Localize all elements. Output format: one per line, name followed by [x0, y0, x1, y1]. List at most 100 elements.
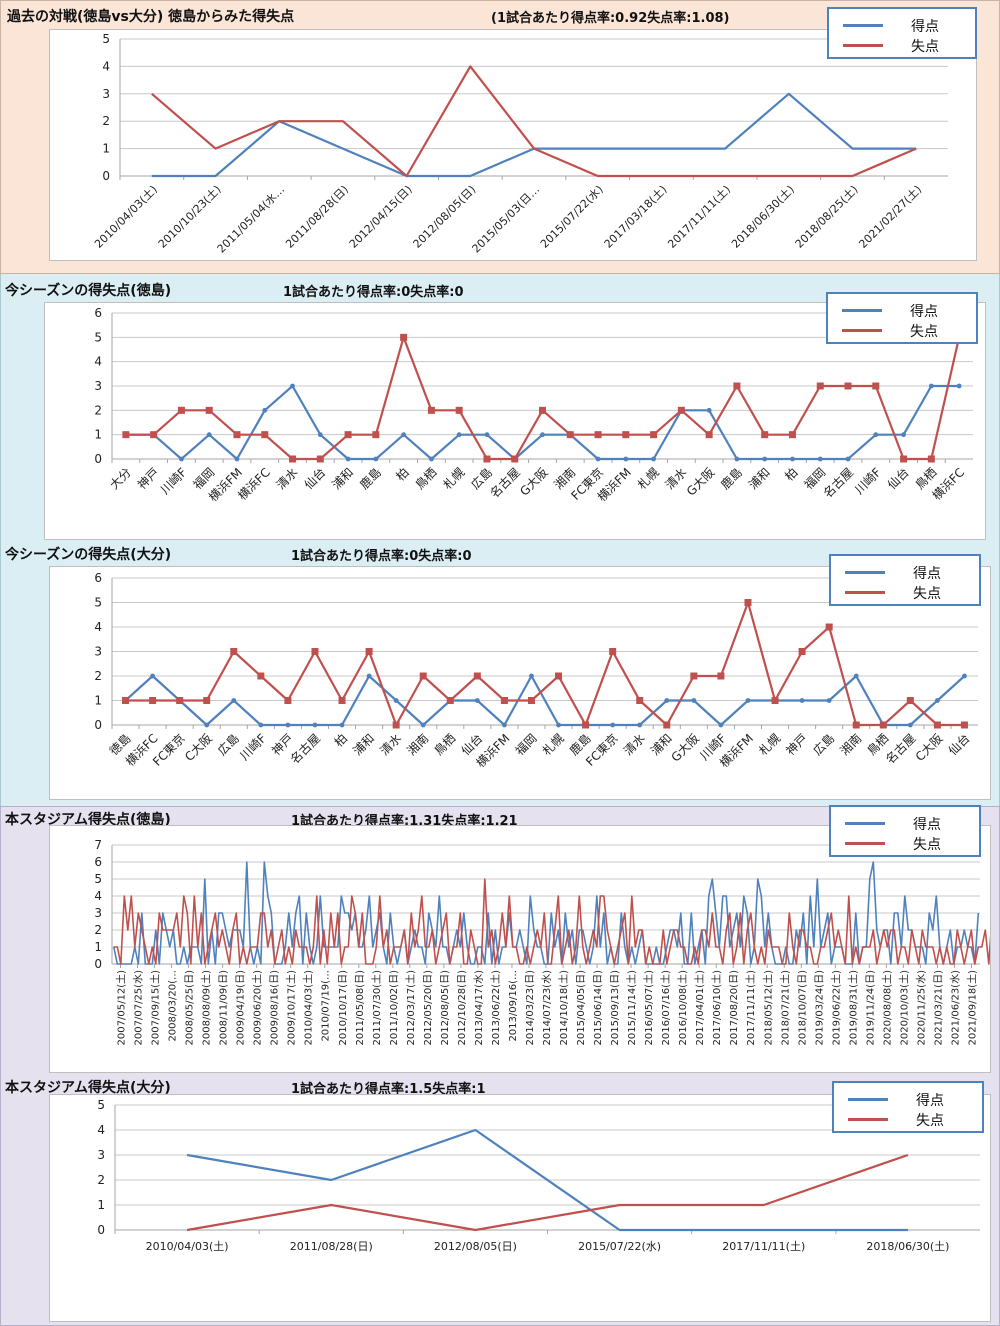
point-scored — [373, 456, 379, 462]
x-tick-label: 2008/08/09(土) — [200, 970, 213, 1046]
point-scored — [285, 722, 291, 728]
point-conceded — [566, 431, 574, 439]
x-tick-label: 柏 — [393, 465, 412, 484]
point-conceded — [933, 721, 941, 729]
y-tick-label: 4 — [102, 59, 110, 73]
x-tick-label: 札幌 — [756, 731, 784, 759]
point-scored — [907, 722, 913, 728]
series-line-conceded — [113, 878, 1000, 965]
point-conceded — [233, 431, 241, 439]
x-tick-label: 川崎F — [158, 465, 190, 497]
x-tick-label: 2019/08/31(土) — [846, 970, 859, 1046]
x-tick-label: 2014/10/18(土) — [557, 970, 570, 1046]
y-tick-label: 3 — [94, 379, 102, 393]
point-conceded — [365, 648, 373, 655]
legend-line-blue — [848, 1098, 888, 1101]
x-tick-label: 2017/04/01(土) — [693, 970, 706, 1046]
point-scored — [484, 432, 490, 438]
legend-line-blue — [845, 822, 885, 825]
point-scored — [762, 456, 768, 462]
point-conceded — [419, 672, 427, 680]
point-conceded — [316, 455, 324, 463]
x-tick-label: 2012/08/05(日) — [440, 970, 451, 1046]
x-tick-label: 広島 — [810, 731, 838, 759]
x-tick-label: 2018/07/21(土) — [778, 970, 791, 1046]
chart-title: 過去の対戦(徳島vs大分) 徳島からみた得失点 — [7, 9, 295, 25]
legend-label: 得点 — [913, 566, 941, 582]
point-scored — [623, 456, 629, 462]
point-conceded — [816, 382, 824, 390]
legend-label: 得点 — [910, 304, 938, 320]
y-tick-label: 2 — [97, 1173, 105, 1187]
y-tick-label: 2 — [94, 923, 102, 937]
y-tick-label: 1 — [94, 940, 102, 954]
x-tick-label: 2018/08/25(土) — [793, 183, 861, 251]
x-tick-label: 2007/09/15(土) — [149, 970, 162, 1046]
past-matches-section: 過去の対戦(徳島vs大分) 徳島からみた得失点 (1試合あたり得点率:0.92失… — [0, 0, 1000, 274]
x-tick-label: 2018/06/30(土) — [729, 183, 797, 251]
season-tokushima-chart: 0123456大分 神戸川崎F 福岡横浜FM横浜FC 清水 仙台 浦和 鹿島柏鳥栖 札幌 広島名… — [94, 306, 973, 504]
y-tick-label: 0 — [94, 957, 102, 971]
x-tick-label: 2017/06/10(土) — [710, 970, 723, 1046]
legend-line-blue — [842, 309, 882, 312]
point-conceded — [609, 648, 617, 655]
chart-rate: 1試合あたり得点率:0失点率:0 — [283, 285, 464, 300]
legend-label: 得点 — [911, 19, 939, 35]
x-tick-label: 2021/06/23(水) — [949, 970, 961, 1046]
x-tick-label: 仙台 — [884, 465, 912, 493]
x-tick-label: 2018/05/12(土) — [761, 970, 774, 1046]
x-tick-label: 2016/10/08(土) — [676, 970, 689, 1046]
point-conceded — [150, 431, 158, 439]
point-scored — [474, 698, 480, 703]
point-scored — [234, 456, 240, 462]
x-tick-label: 鹿島 — [356, 465, 384, 493]
series-line-scored — [124, 674, 966, 727]
x-tick-label: 2017/08/20(日) — [729, 970, 740, 1046]
point-conceded — [257, 672, 265, 680]
series-line-conceded — [125, 601, 965, 727]
point-scored — [853, 673, 859, 679]
x-tick-label: 2010/10/17(日) — [338, 970, 349, 1046]
point-conceded — [650, 431, 658, 439]
point-conceded — [788, 431, 796, 439]
x-tick-label: 2010/10/23(土) — [156, 183, 224, 251]
x-tick-label: 2009/04/19(日) — [236, 970, 247, 1046]
y-tick-label: 6 — [94, 855, 102, 869]
legend-line-red — [843, 44, 883, 47]
point-conceded — [511, 455, 519, 463]
x-tick-label: 2017/11/11(土) — [665, 183, 733, 251]
point-scored — [393, 698, 399, 703]
x-tick-label: 浦和 — [746, 465, 773, 492]
point-scored — [928, 383, 934, 389]
x-tick-label: 2009/06/20(土) — [251, 970, 264, 1046]
x-tick-label: 2011/08/28(日) — [283, 183, 351, 251]
x-tick-label: 2014/07/23(水) — [541, 970, 553, 1046]
point-conceded — [473, 672, 481, 680]
x-tick-label: 2019/11/24(日) — [865, 970, 876, 1046]
x-tick-label: 浦和 — [329, 465, 356, 492]
x-tick-label: 2017/11/11(土) — [722, 1240, 805, 1253]
point-conceded — [852, 721, 860, 729]
legend-label: 失点 — [911, 39, 939, 55]
point-scored — [956, 383, 962, 389]
x-tick-label: 札幌 — [539, 731, 567, 759]
x-tick-label: 2012/03/17(土) — [404, 970, 417, 1046]
y-tick-label: 0 — [102, 169, 110, 183]
x-tick-label: 2017/11/11(土) — [744, 970, 757, 1046]
series-line-conceded — [125, 336, 961, 461]
legend-line-red — [845, 591, 885, 594]
x-tick-label: 鹿島 — [717, 465, 745, 493]
y-tick-label: 1 — [97, 1198, 105, 1212]
x-tick-label: G大阪 — [517, 465, 550, 498]
x-tick-label: 名古屋 — [820, 465, 856, 501]
x-tick-label: 仙台 — [301, 465, 329, 493]
point-conceded — [338, 697, 346, 704]
point-conceded — [622, 431, 630, 439]
x-tick-label: 2011/08/28(日) — [290, 1240, 373, 1253]
x-tick-label: 2012/05/20(日) — [423, 970, 434, 1046]
x-tick-label: 柏 — [781, 465, 800, 484]
legend: 得点 失点 — [826, 292, 978, 344]
x-tick-label: 名古屋 — [287, 731, 323, 767]
legend: 得点 失点 — [829, 805, 981, 857]
